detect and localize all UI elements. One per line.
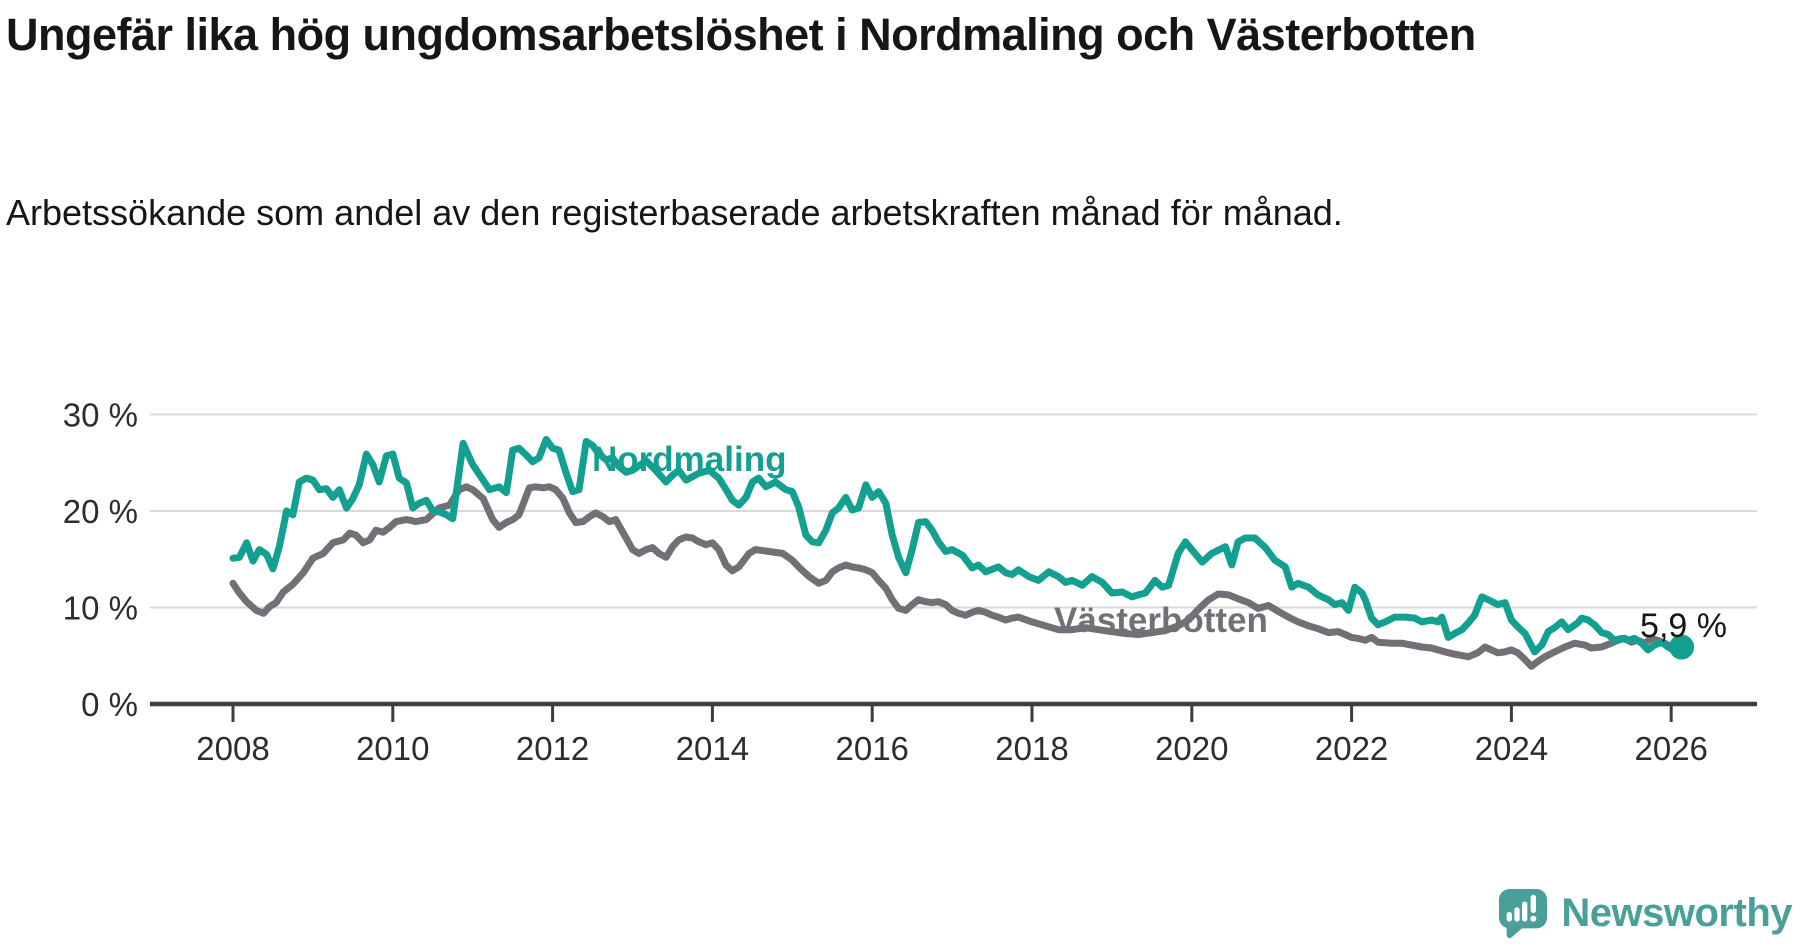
series-label-nordmaling: Nordmaling xyxy=(592,440,786,479)
page-title: Ungefär lika hög ungdomsarbetslöshet i N… xyxy=(6,9,1476,60)
x-axis-tick-label: 2020 xyxy=(1155,730,1228,767)
x-axis-tick-label: 2008 xyxy=(196,730,269,767)
y-axis-tick-label: 0 % xyxy=(81,686,138,723)
x-axis-tick-label: 2016 xyxy=(835,730,908,767)
x-axis-tick-label: 2018 xyxy=(995,730,1068,767)
grid-layer: 30 % 20 % 10 % 0 % xyxy=(63,396,1757,723)
chart-subtitle: Arbetssökande som andel av den registerb… xyxy=(6,192,1343,233)
x-axis-tick-label: 2026 xyxy=(1634,730,1707,767)
y-axis-tick-label: 30 % xyxy=(63,396,138,433)
logo-exclamation-bar xyxy=(1531,894,1537,913)
newsworthy-logo-icon xyxy=(1499,888,1548,938)
newsworthy-logo: Newsworthy xyxy=(1498,888,1792,938)
logo-bar-tall xyxy=(1522,901,1528,922)
x-axis-tick-label: 2022 xyxy=(1315,730,1388,767)
header: Ungefär lika hög ungdomsarbetslöshet i N… xyxy=(6,6,1486,65)
series-line-1 xyxy=(229,483,1686,670)
axis-layer: 2008 2010 2012 2014 2016 2018 2020 2022 2024 2026 xyxy=(150,701,1757,767)
x-axis-tick-label: 2012 xyxy=(516,730,589,767)
y-axis-tick-label: 20 % xyxy=(63,493,138,530)
logo-bar-short xyxy=(1507,912,1513,922)
latest-value-dot xyxy=(1669,634,1695,660)
logo-bar-medium xyxy=(1514,907,1521,922)
x-axis-tick-label: 2010 xyxy=(356,730,429,767)
logo-exclamation-dot xyxy=(1530,915,1537,922)
series-line-0 xyxy=(229,436,1686,656)
y-axis-tick-label: 10 % xyxy=(63,589,138,626)
series-layer xyxy=(229,436,1695,670)
series-label-vasterbotten: Västerbotten xyxy=(1054,601,1268,640)
x-axis-tick-label: 2014 xyxy=(676,730,749,767)
brand-name: Newsworthy xyxy=(1561,890,1792,935)
latest-value-label: 5,9 % xyxy=(1640,607,1727,645)
x-axis-tick-label: 2024 xyxy=(1475,730,1548,767)
